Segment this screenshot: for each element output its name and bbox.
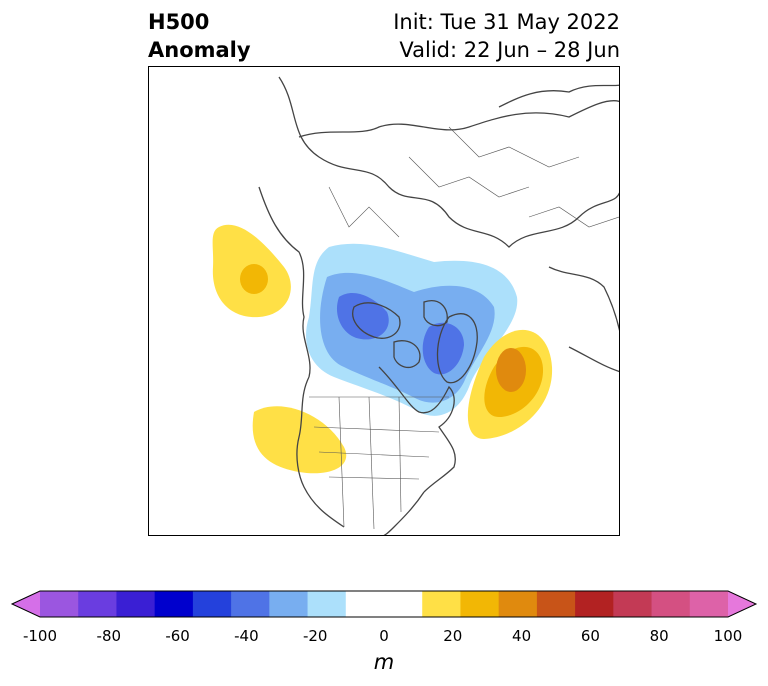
colorbar-segment [307,591,347,617]
colorbar-outline [10,590,758,618]
anomaly-baffin-negative-inner [422,322,464,375]
anomaly-fills [212,224,553,474]
map-svg [212,76,619,535]
colorbar-tick-label: -20 [302,627,328,645]
colorbar [10,590,758,618]
colorbar-segment [613,591,653,617]
colorbar-segment [345,591,385,617]
colorbar-extend-low [12,591,40,617]
title-field: Anomaly [148,38,251,62]
anomaly-arctic-negative-inner [336,292,389,340]
colorbar-segment [575,591,614,617]
colorbar-segment [269,591,309,617]
colorbar-segment [40,591,79,617]
colorbar-segment [78,591,117,617]
colorbar-tick-label: -40 [234,627,259,645]
colorbar-tick-label: -100 [22,627,58,645]
forecast-dates: Init: Tue 31 May 2022 Valid: 22 Jun – 28… [393,8,620,64]
colorbar-segment [498,591,538,617]
colorbar-tick-label: 100 [713,627,743,645]
colorbar-label: m [373,650,395,674]
chart-title: H500 Anomaly [148,8,251,64]
colorbar-tick-label: 20 [443,627,463,645]
colorbar-segment [651,591,691,617]
colorbar-tick-label: 60 [580,627,600,645]
colorbar-segment [231,591,270,617]
colorbar-tick-label: -60 [165,627,190,645]
anomaly-pacific-core [240,264,268,294]
colorbar-segment [192,591,232,617]
anomaly-atlantic-core [496,348,526,392]
colorbar-segment [689,591,729,617]
coastlines [258,76,619,535]
colorbar-segment [384,591,423,617]
colorbar-tick-label: 80 [649,627,669,645]
colorbar-extend-high [728,591,756,617]
colorbar-segment [154,591,194,617]
colorbar-segment [460,591,500,617]
colorbar-tick-label: 0 [379,627,389,645]
colorbar-tick-label: 40 [512,627,532,645]
anomaly-west-us-positive [252,406,347,474]
colorbar-segment [536,591,576,617]
colorbar-segment [422,591,461,617]
anomaly-map [148,66,620,536]
colorbar-tick-label: -80 [96,627,122,645]
colorbar-segment [116,591,156,617]
title-variable: H500 [148,10,210,34]
init-date: Init: Tue 31 May 2022 [393,10,620,34]
borders [309,126,619,530]
valid-range: Valid: 22 Jun – 28 Jun [399,38,620,62]
